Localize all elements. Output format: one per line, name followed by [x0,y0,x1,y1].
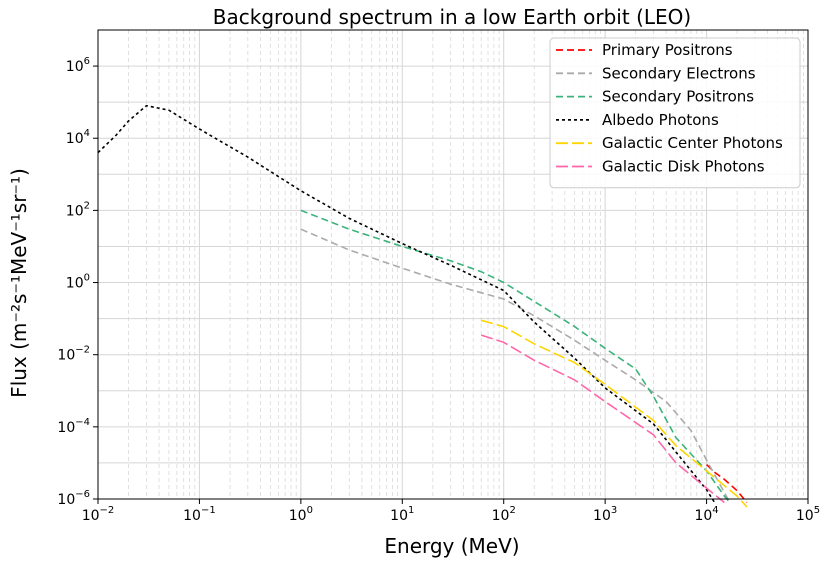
series-line-primary-positrons [706,464,748,504]
x-axis-title: Energy (MeV) [384,534,519,558]
legend-box [549,37,801,189]
series-line-secondary-positrons [300,209,731,504]
legend-label: Secondary Positrons [602,88,754,106]
chart-title: Background spectrum in a low Earth orbit… [213,5,691,29]
series-line-secondary-electrons [300,228,731,503]
y-tick-label: 10−6 [57,489,90,508]
x-tick-label: 101 [390,505,414,524]
x-tick-label: 102 [492,505,516,524]
legend-label: Secondary Electrons [602,64,756,82]
y-tick-label: 10−4 [57,417,90,436]
y-tick-label: 102 [66,200,90,219]
series-lines [97,104,748,508]
x-tick-label: 104 [694,505,718,524]
series-line-galactic-center-photons [480,319,748,508]
series-line-albedo-photons [97,104,716,503]
x-tick-label: 10−2 [82,505,115,524]
legend-label: Galactic Disk Photons [602,158,765,176]
x-tick-label: 105 [796,505,820,524]
legend: Primary Positrons Secondary Electrons Seco… [549,37,801,189]
y-tick-label: 104 [66,128,90,147]
y-axis-title: Flux (m⁻²s⁻¹MeV⁻¹sr⁻¹) [7,168,31,398]
x-axis-ticks: 10−2 10−1 100 101 102 103 104 105 [82,499,820,524]
legend-label: Primary Positrons [602,41,733,59]
x-tick-label: 103 [593,505,617,524]
y-tick-label: 10−2 [57,345,90,364]
grid [97,29,809,500]
y-tick-label: 106 [66,56,90,75]
y-axis-ticks: 10−6 10−4 10−2 100 102 104 106 [57,56,98,508]
legend-label: Galactic Center Photons [602,134,783,152]
x-tick-label: 100 [289,505,313,524]
series-line-galactic-disk-photons [480,334,725,504]
y-tick-label: 100 [66,273,90,292]
x-tick-label: 10−1 [183,505,216,524]
legend-label: Albedo Photons [602,111,719,129]
plot-frame [97,29,809,500]
